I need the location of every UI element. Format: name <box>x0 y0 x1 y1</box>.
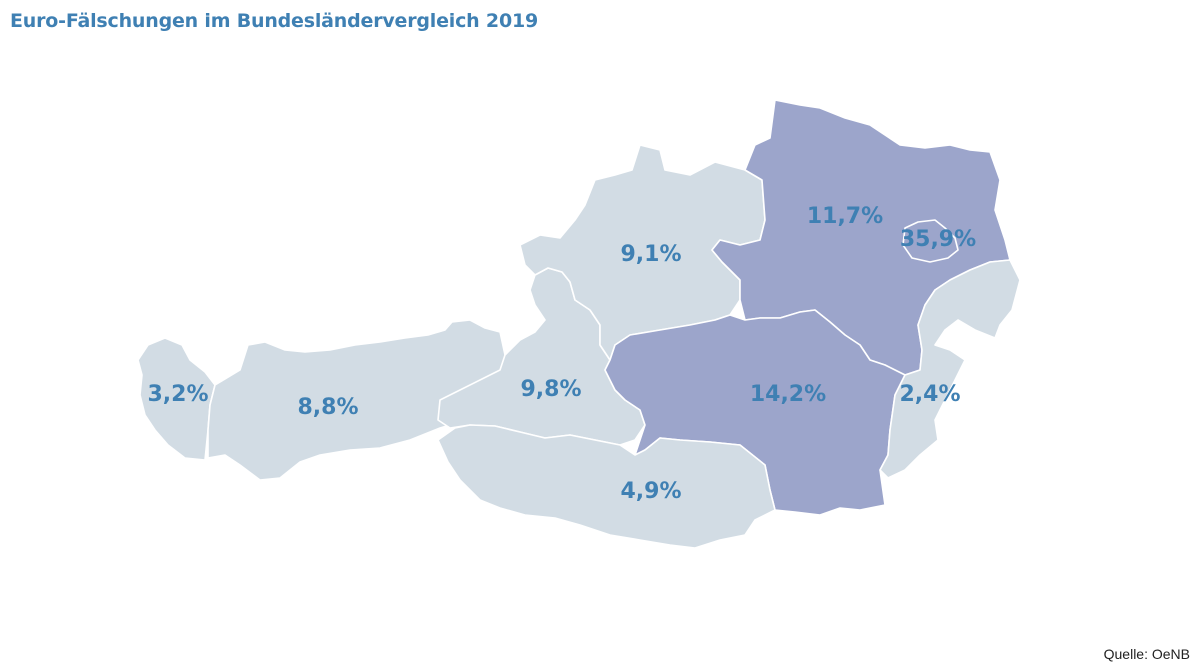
region-kaernten[interactable] <box>437 424 776 549</box>
label-salzburg: 9,8% <box>520 377 581 402</box>
label-wien: 35,9% <box>900 227 976 252</box>
label-niederoesterreich: 11,7% <box>807 204 883 229</box>
label-tirol: 8,8% <box>297 395 358 420</box>
label-oberoesterreich: 9,1% <box>620 242 681 267</box>
label-burgenland: 2,4% <box>899 382 960 407</box>
map-title: Euro-Fälschungen im Bundesländervergleic… <box>10 10 539 32</box>
source-note: Quelle: OeNB <box>1103 646 1190 662</box>
region-vorarlberg[interactable] <box>137 337 216 461</box>
label-kaernten: 4,9% <box>620 479 681 504</box>
region-wien[interactable] <box>902 219 959 263</box>
region-burgenland[interactable] <box>879 259 1021 479</box>
label-steiermark: 14,2% <box>750 382 826 407</box>
label-vorarlberg: 3,2% <box>147 382 208 407</box>
